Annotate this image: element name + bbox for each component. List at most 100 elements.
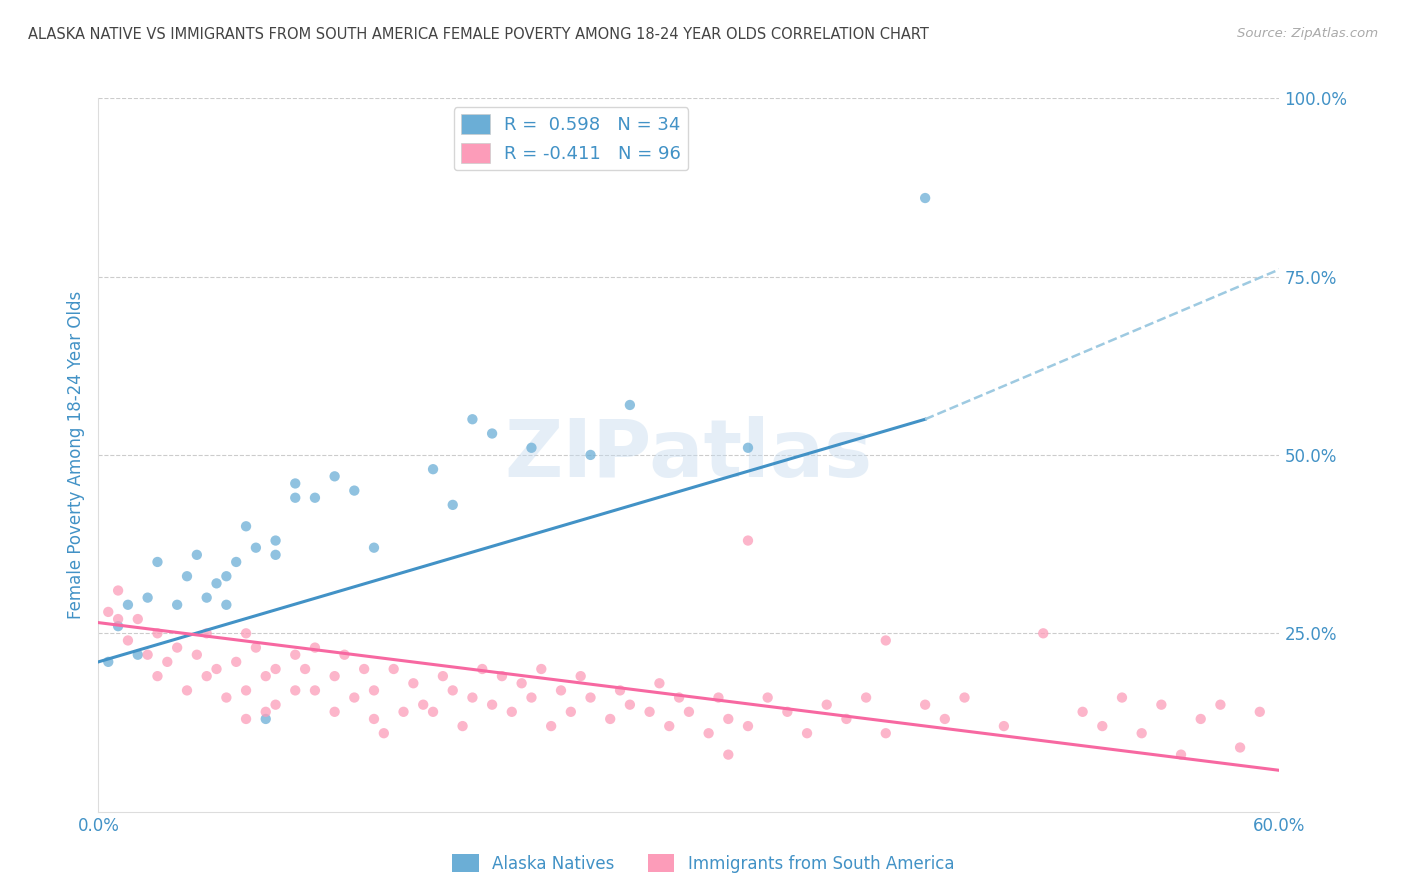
Point [254, 705, 277, 719]
Point [284, 683, 307, 698]
Point [343, 690, 366, 705]
Point [815, 698, 838, 712]
Point [363, 712, 385, 726]
Point [737, 441, 759, 455]
Point [264, 533, 287, 548]
Point [737, 533, 759, 548]
Point [914, 191, 936, 205]
Point [186, 548, 208, 562]
Point [540, 719, 562, 733]
Point [1150, 698, 1173, 712]
Point [530, 662, 553, 676]
Point [520, 441, 543, 455]
Point [619, 698, 641, 712]
Point [107, 612, 129, 626]
Point [501, 705, 523, 719]
Point [136, 648, 159, 662]
Point [304, 491, 326, 505]
Point [441, 683, 464, 698]
Point [235, 519, 257, 533]
Point [993, 719, 1015, 733]
Point [166, 598, 188, 612]
Point [432, 669, 454, 683]
Text: ZIPatlas: ZIPatlas [505, 416, 873, 494]
Point [678, 705, 700, 719]
Legend: Alaska Natives, Immigrants from South America: Alaska Natives, Immigrants from South Am… [446, 847, 960, 880]
Point [156, 655, 179, 669]
Point [875, 726, 897, 740]
Point [422, 462, 444, 476]
Text: ALASKA NATIVE VS IMMIGRANTS FROM SOUTH AMERICA FEMALE POVERTY AMONG 18-24 YEAR O: ALASKA NATIVE VS IMMIGRANTS FROM SOUTH A… [28, 27, 929, 42]
Point [235, 712, 257, 726]
Point [934, 712, 956, 726]
Point [323, 669, 346, 683]
Point [776, 705, 799, 719]
Point [560, 705, 582, 719]
Point [107, 619, 129, 633]
Point [373, 726, 395, 740]
Point [914, 698, 936, 712]
Point [294, 662, 316, 676]
Point [264, 548, 287, 562]
Text: Source: ZipAtlas.com: Source: ZipAtlas.com [1237, 27, 1378, 40]
Point [491, 669, 513, 683]
Point [264, 662, 287, 676]
Point [235, 626, 257, 640]
Point [215, 598, 238, 612]
Point [363, 541, 385, 555]
Point [343, 483, 366, 498]
Point [363, 683, 385, 698]
Point [254, 669, 277, 683]
Point [461, 412, 484, 426]
Y-axis label: Female Poverty Among 18-24 Year Olds: Female Poverty Among 18-24 Year Olds [66, 291, 84, 619]
Point [146, 626, 169, 640]
Point [599, 712, 621, 726]
Point [117, 633, 139, 648]
Point [461, 690, 484, 705]
Point [146, 555, 169, 569]
Point [717, 712, 740, 726]
Point [323, 705, 346, 719]
Point [579, 690, 602, 705]
Point [284, 476, 307, 491]
Point [333, 648, 356, 662]
Point [205, 576, 228, 591]
Point [264, 698, 287, 712]
Point [353, 662, 375, 676]
Point [520, 690, 543, 705]
Point [127, 648, 149, 662]
Point [304, 640, 326, 655]
Point [195, 669, 218, 683]
Point [215, 569, 238, 583]
Point [668, 690, 690, 705]
Point [550, 683, 572, 698]
Point [225, 555, 247, 569]
Point [1130, 726, 1153, 740]
Point [412, 698, 434, 712]
Point [796, 726, 818, 740]
Point [835, 712, 858, 726]
Point [127, 612, 149, 626]
Point [953, 690, 976, 705]
Point [609, 683, 631, 698]
Point [136, 591, 159, 605]
Point [284, 491, 307, 505]
Point [97, 605, 120, 619]
Point [176, 569, 198, 583]
Point [392, 705, 415, 719]
Point [638, 705, 661, 719]
Point [146, 669, 169, 683]
Point [1111, 690, 1133, 705]
Point [1170, 747, 1192, 762]
Point [422, 705, 444, 719]
Point [1189, 712, 1212, 726]
Point [658, 719, 681, 733]
Point [254, 712, 277, 726]
Point [717, 747, 740, 762]
Legend: R =  0.598   N = 34, R = -0.411   N = 96: R = 0.598 N = 34, R = -0.411 N = 96 [454, 107, 688, 170]
Point [382, 662, 405, 676]
Point [176, 683, 198, 698]
Point [97, 655, 120, 669]
Point [1032, 626, 1054, 640]
Point [284, 648, 307, 662]
